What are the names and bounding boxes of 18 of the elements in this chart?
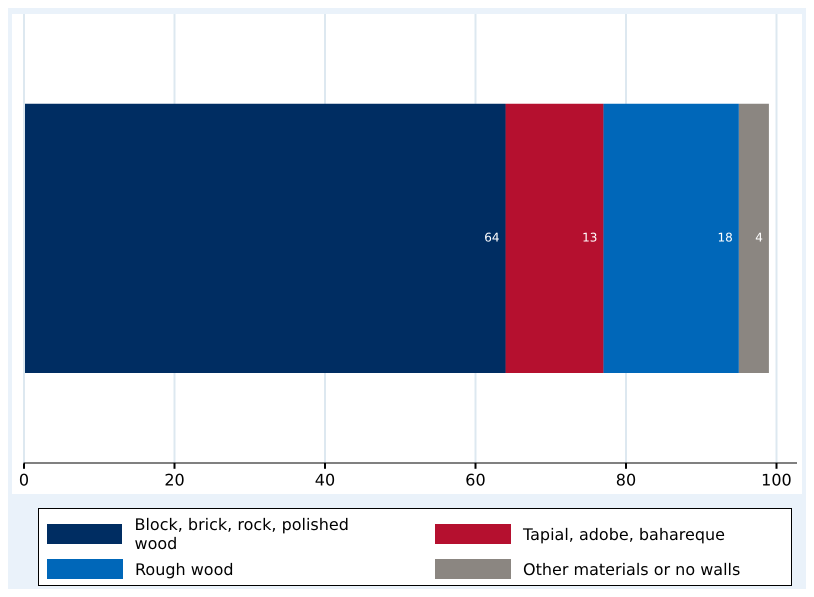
- bar: [25, 104, 506, 374]
- data-label: 18: [718, 230, 733, 245]
- x-tick-label: 0: [18, 470, 30, 490]
- bar: [506, 104, 604, 374]
- data-label: 64: [484, 230, 500, 245]
- legend-label: Block, brick, rock, polished wood: [134, 515, 350, 553]
- data-label: 13: [582, 230, 598, 245]
- x-tick-label: 80: [616, 470, 636, 490]
- x-tick-label: 20: [164, 470, 185, 490]
- x-tick-label: 60: [465, 470, 486, 490]
- legend-label: Tapial, adobe, bahareque: [523, 524, 725, 544]
- data-label: 4: [755, 230, 763, 245]
- x-tick-label: 40: [314, 470, 336, 490]
- legend-label: Other materials or no walls: [523, 560, 740, 578]
- x-tick-label: 100: [761, 470, 792, 490]
- legend-label: Rough wood: [135, 560, 234, 578]
- bar: [738, 104, 769, 374]
- bar: [603, 104, 739, 374]
